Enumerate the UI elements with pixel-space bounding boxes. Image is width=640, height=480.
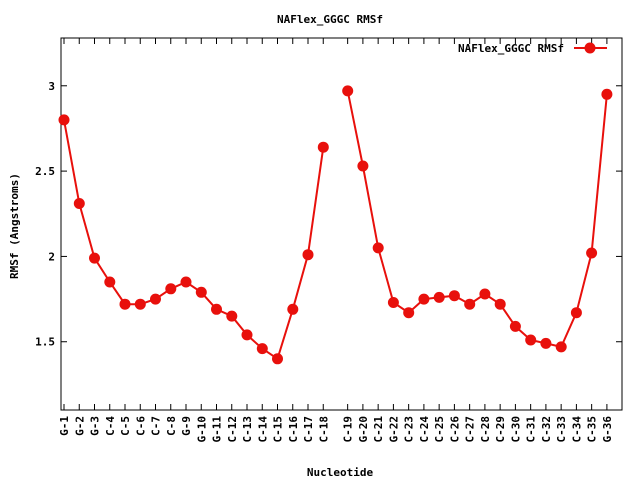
series-line-segment (63, 119, 325, 361)
x-tick-label: C-17 (302, 416, 315, 443)
x-tick-label: G-3 (89, 416, 102, 436)
x-tick-label: C-14 (256, 416, 269, 443)
x-tick-label: G-36 (601, 416, 614, 443)
data-point (342, 85, 354, 97)
series-line-segment (346, 90, 608, 349)
x-tick-label: G-11 (211, 416, 224, 443)
x-tick-label: C-33 (555, 416, 568, 443)
x-tick-label: C-35 (586, 416, 599, 443)
x-tick-label: C-15 (272, 416, 285, 443)
data-point (241, 329, 253, 341)
x-tick-label: G-22 (387, 416, 400, 443)
x-tick-label: C-19 (342, 416, 355, 443)
data-point (387, 297, 399, 308)
y-tick-label: 3 (48, 80, 55, 93)
data-point (180, 276, 192, 288)
data-point (586, 247, 598, 259)
x-tick-label: C-6 (134, 416, 147, 436)
x-tick-label: C-16 (287, 416, 300, 443)
data-point (479, 288, 491, 300)
data-point (89, 252, 100, 264)
data-point (272, 353, 283, 365)
x-tick-label: C-30 (509, 416, 522, 443)
data-point (73, 198, 85, 209)
series-points (58, 85, 613, 365)
x-tick-label: C-25 (433, 416, 446, 443)
y-tick-label: 2.5 (35, 165, 55, 178)
data-point (525, 334, 537, 346)
data-point (317, 141, 329, 153)
data-point (104, 276, 116, 288)
data-point (357, 160, 369, 172)
x-tick-label: C-27 (464, 416, 477, 443)
x-tick-label: C-29 (494, 416, 507, 443)
data-point (302, 249, 314, 261)
series-lines (63, 90, 608, 361)
x-tick-label: C-24 (418, 416, 431, 443)
x-tick-label: C-8 (165, 416, 178, 436)
data-point (509, 320, 521, 332)
x-tick-label: C-21 (372, 416, 385, 443)
data-point (195, 286, 207, 298)
axis-ticks (61, 38, 622, 410)
chart-title: NAFlex_GGGC RMSf (277, 13, 383, 26)
x-tick-label: C-34 (570, 416, 583, 443)
data-point (287, 303, 299, 315)
data-point (555, 341, 567, 353)
data-point (448, 290, 460, 302)
data-point (119, 298, 131, 310)
legend: NAFlex_GGGC RMSf (458, 42, 607, 55)
data-point (540, 337, 552, 349)
x-tick-label: C-32 (540, 416, 553, 443)
y-tick-labels: 1.5 2 2.5 3 (35, 80, 55, 349)
data-point (418, 293, 430, 305)
data-point (165, 283, 177, 295)
data-point (601, 88, 613, 100)
x-tick-label: C-5 (119, 416, 132, 436)
legend-label: NAFlex_GGGC RMSf (458, 42, 564, 55)
x-tick-label: C-26 (448, 416, 461, 443)
x-tick-label: G-2 (73, 416, 86, 436)
x-tick-label: C-18 (317, 416, 330, 443)
x-tick-label: G-10 (195, 416, 208, 443)
data-point (150, 293, 161, 305)
data-point (58, 114, 70, 126)
plot-frame (60, 37, 623, 411)
x-axis-label: Nucleotide (307, 466, 374, 479)
x-tick-label: C-12 (226, 416, 239, 443)
data-point (433, 291, 445, 303)
y-tick-label: 1.5 (35, 336, 55, 349)
x-tick-label: C-31 (525, 416, 538, 443)
data-point (211, 303, 222, 315)
x-tick-label: C-13 (241, 416, 254, 443)
x-tick-labels: G-1 G-2 G-3 C-4 C-5 C-6 C-7 C-8 G-9 G-10 G-11 C-12 C… (58, 416, 614, 443)
data-point (256, 343, 268, 355)
x-tick-label: C-23 (403, 416, 416, 443)
x-tick-label: G-9 (180, 416, 193, 436)
data-point (570, 307, 582, 319)
data-point (372, 242, 384, 254)
x-tick-label: G-1 (58, 416, 71, 436)
legend-marker-swatch (584, 42, 596, 54)
x-tick-label: C-7 (150, 416, 163, 436)
data-point (494, 298, 506, 310)
data-point (403, 307, 415, 319)
data-point (226, 310, 238, 322)
y-tick-label: 2 (48, 250, 55, 263)
data-point (134, 298, 146, 310)
x-tick-label: C-4 (104, 416, 117, 436)
x-tick-label: G-20 (357, 416, 370, 443)
x-tick-label: C-28 (479, 416, 492, 443)
data-point (464, 298, 476, 310)
y-axis-label: RMSf (Angstroms) (8, 173, 21, 279)
